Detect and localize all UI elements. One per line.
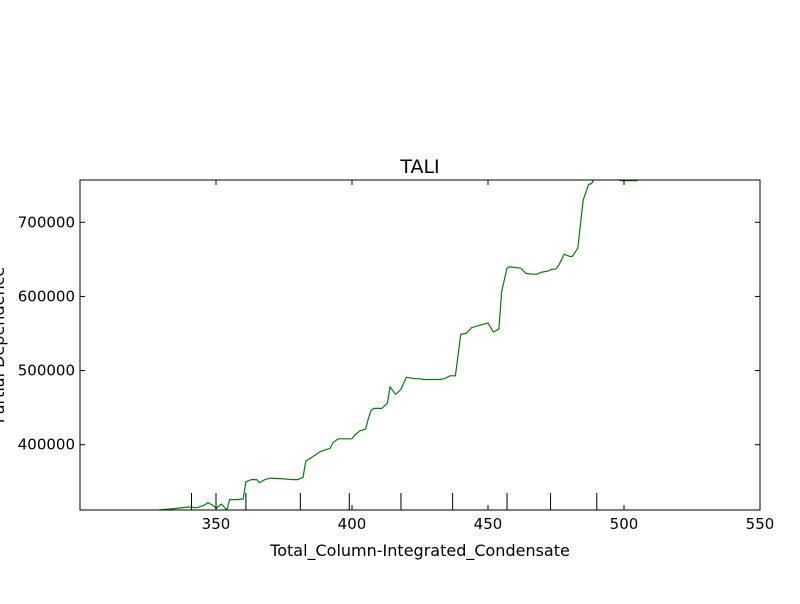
x-tick-label-400: 400 xyxy=(338,515,367,533)
x-axis-label: Total_Column-Integrated_Condensate xyxy=(269,541,570,561)
x-tick-label-550: 550 xyxy=(746,515,775,533)
y-tick-label-400000: 400000 xyxy=(18,436,75,454)
y-axis-label: Partial Dependence xyxy=(0,267,8,423)
y-tick-label-600000: 600000 xyxy=(18,287,75,305)
x-tick-label-450: 450 xyxy=(474,515,503,533)
chart-title: TALI xyxy=(399,156,439,178)
plot-frame xyxy=(79,179,761,511)
plot-layer: 350 400 450 500 550 400000 500000 600000 700000 xyxy=(18,179,775,533)
y-tick-label-700000: 700000 xyxy=(18,213,75,231)
x-tick-label-350: 350 xyxy=(202,515,231,533)
x-tick-label-500: 500 xyxy=(610,515,639,533)
series-line-0 xyxy=(158,180,638,510)
y-tick-label-500000: 500000 xyxy=(18,362,75,380)
